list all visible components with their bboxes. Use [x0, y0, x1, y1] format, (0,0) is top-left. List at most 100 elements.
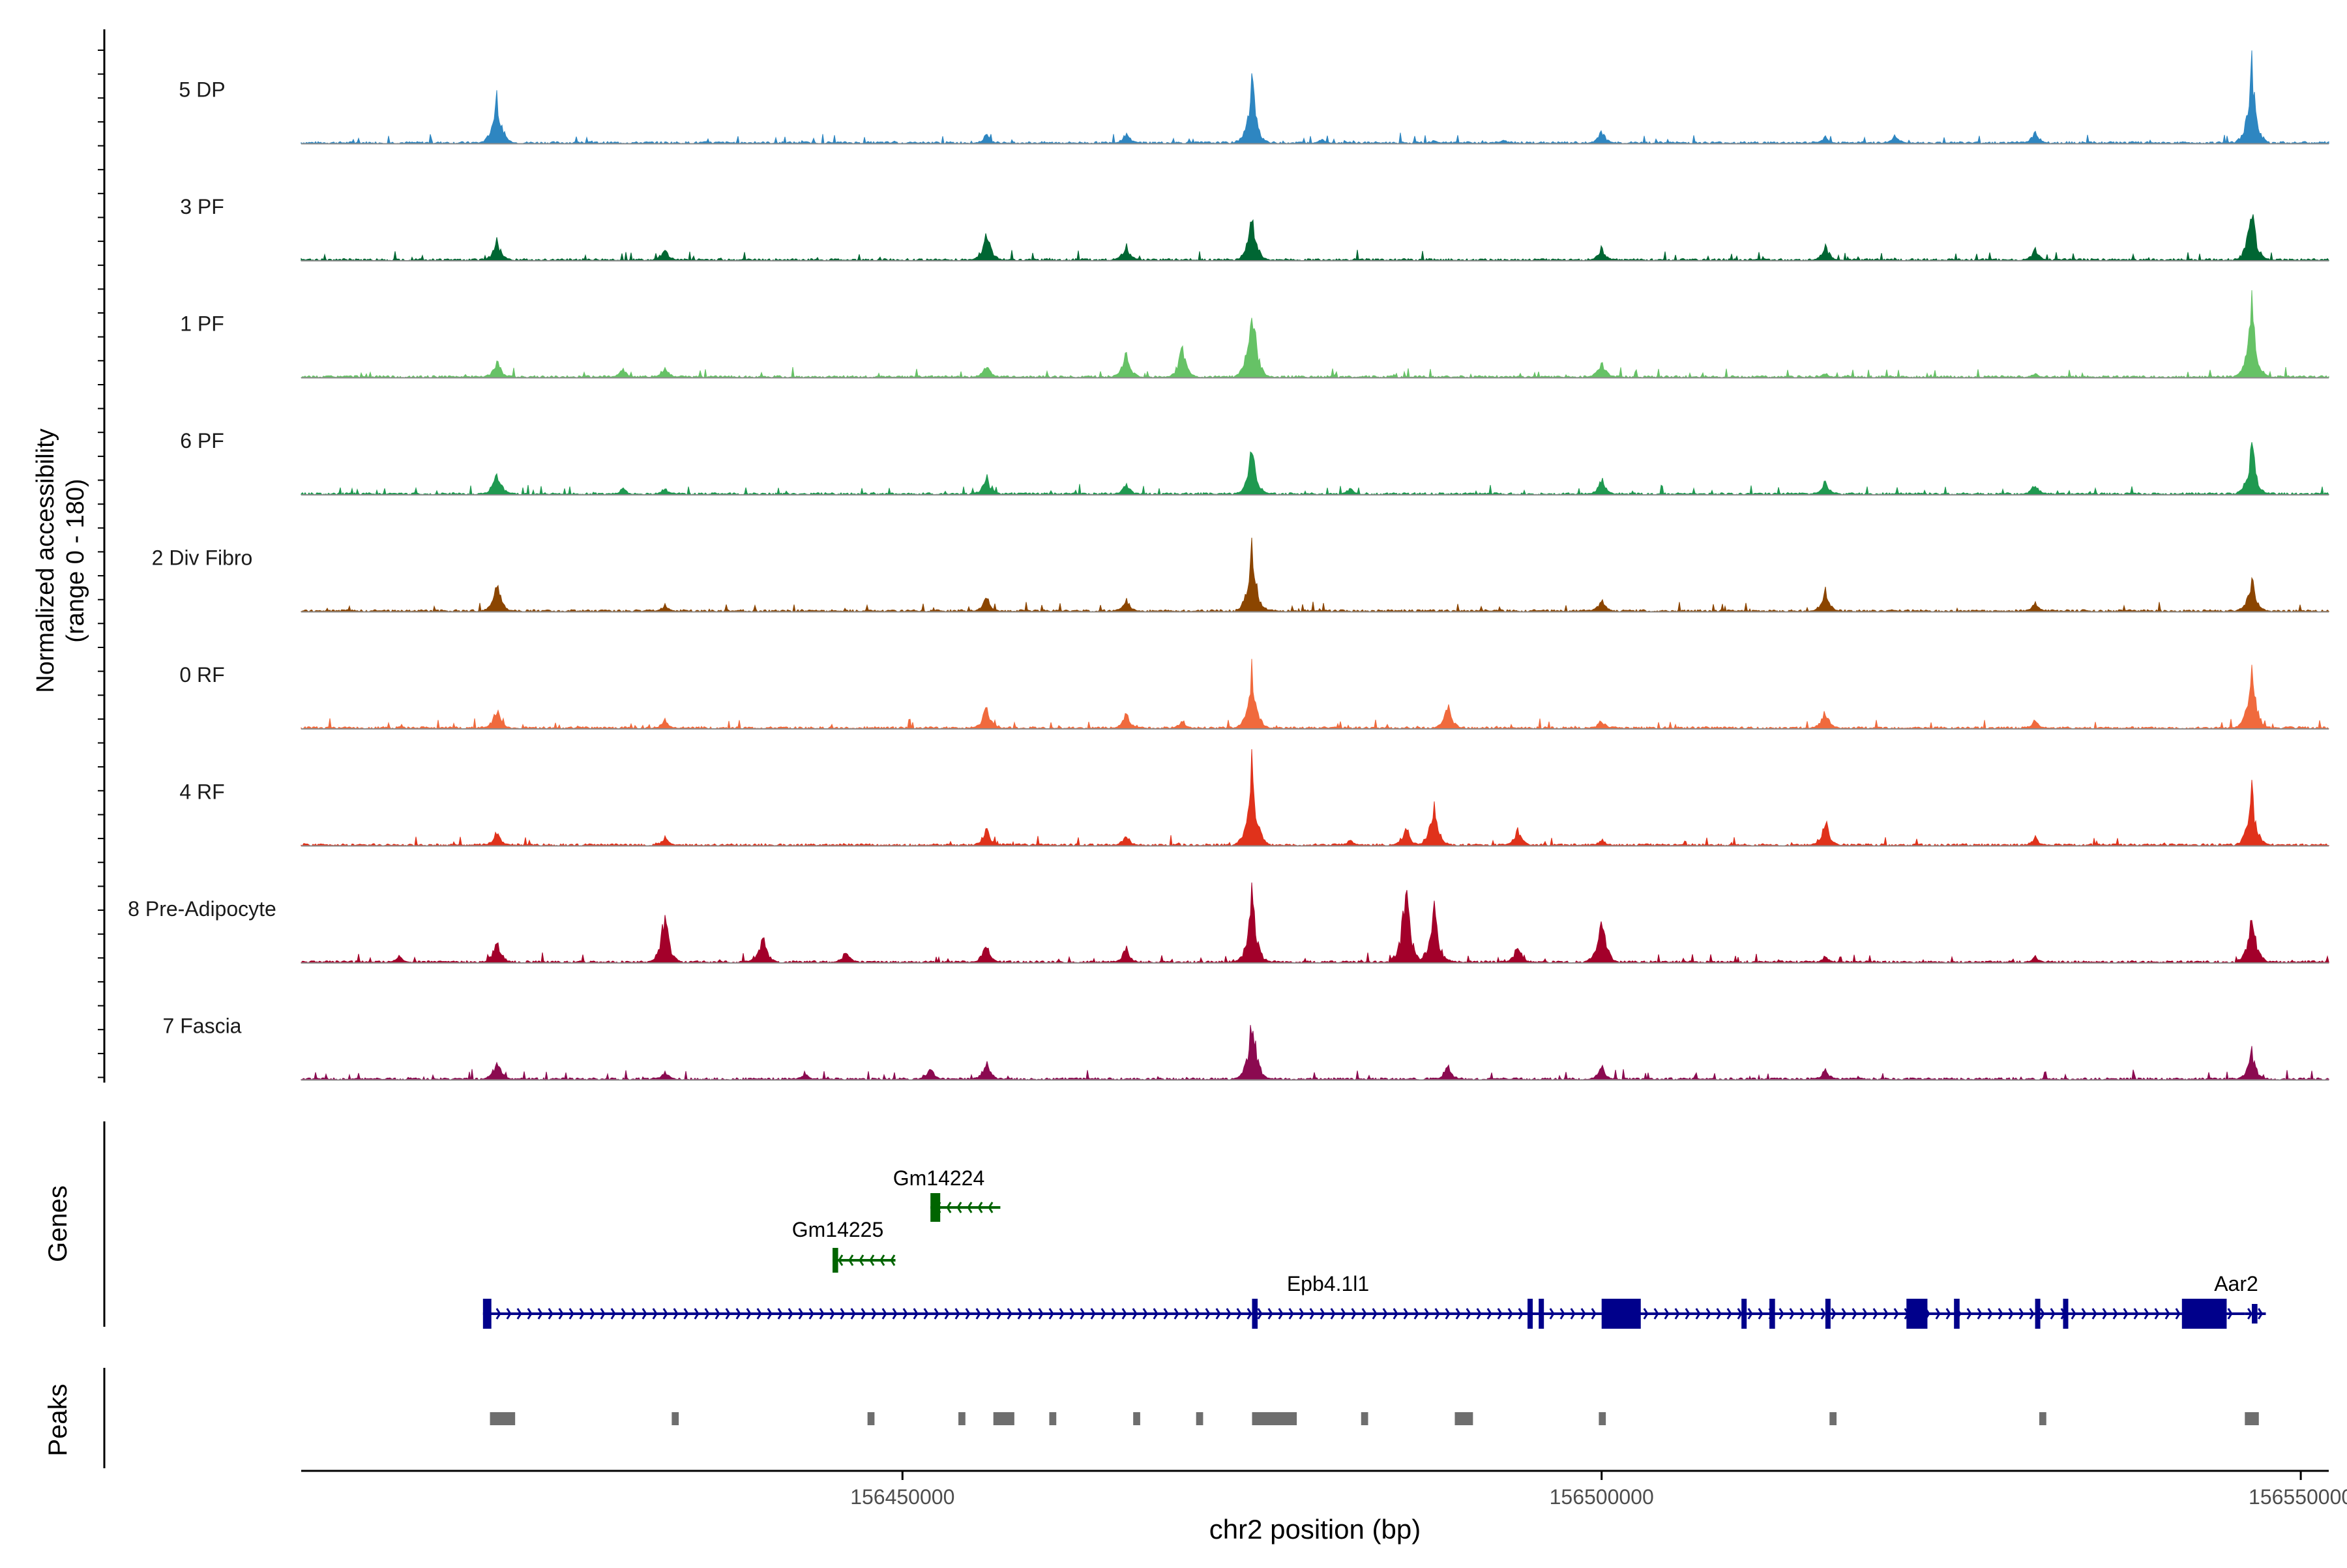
strand-chevron [725, 1308, 731, 1320]
strand-chevron [1779, 1308, 1784, 1320]
strand-chevron [956, 1202, 962, 1213]
strand-chevron [1226, 1308, 1232, 1320]
strand-chevron [2112, 1308, 2118, 1320]
strand-chevron [1330, 1308, 1336, 1320]
peak-region [672, 1412, 679, 1425]
x-axis: 156450000 156500000 156550000 [301, 1470, 2347, 1509]
strand-chevron [1977, 1308, 1983, 1320]
strand-chevron [1674, 1308, 1680, 1320]
strand-chevron [848, 1254, 854, 1266]
strand-chevron [2144, 1308, 2149, 1320]
strand-chevron [1455, 1308, 1461, 1320]
strand-chevron [1434, 1308, 1440, 1320]
strand-chevron [652, 1308, 658, 1320]
track-0-rf: 0 RF [179, 658, 2329, 730]
strand-chevron [1591, 1308, 1597, 1320]
exon-epb4-1l1 [1741, 1299, 1747, 1329]
strand-chevron [840, 1308, 846, 1320]
strand-chevron [1121, 1308, 1127, 1320]
strand-chevron [2258, 1308, 2264, 1320]
coverage-area-0-rf [301, 658, 2329, 730]
strand-chevron [568, 1308, 574, 1320]
strand-chevron [537, 1308, 543, 1320]
strand-chevron [1163, 1308, 1169, 1320]
strand-chevron [1424, 1308, 1430, 1320]
coverage-area-3-pf [301, 214, 2329, 262]
track-label-3-pf: 3 PF [180, 195, 224, 218]
strand-chevron [516, 1308, 522, 1320]
strand-chevron [2227, 1308, 2233, 1320]
strand-chevron [1048, 1308, 1054, 1320]
strand-chevron [2018, 1308, 2024, 1320]
strand-chevron [1998, 1308, 2003, 1320]
strand-chevron [2071, 1308, 2076, 1320]
strand-chevron [808, 1308, 814, 1320]
strand-chevron [1570, 1308, 1576, 1320]
coverage-area-5-dp [301, 50, 2329, 145]
strand-chevron [1309, 1308, 1315, 1320]
strand-chevron [2050, 1308, 2056, 1320]
gene-aar2: Aar2 [2214, 1272, 2266, 1324]
strand-chevron [589, 1308, 595, 1320]
strand-chevron [2247, 1308, 2253, 1320]
strand-chevron [2175, 1308, 2181, 1320]
strand-chevron [1247, 1308, 1252, 1320]
strand-chevron [2154, 1308, 2160, 1320]
strand-chevron [1695, 1308, 1701, 1320]
strand-chevron [902, 1308, 908, 1320]
track-label-8-pre-adipocyte: 8 Pre-Adipocyte [128, 897, 276, 921]
exon-epb4-1l1 [1528, 1299, 1533, 1329]
peak-region [958, 1412, 966, 1425]
gene-gm14224: Gm14224 [893, 1166, 1001, 1222]
strand-chevron [1299, 1308, 1305, 1320]
strand-chevron [923, 1308, 929, 1320]
strand-chevron [1466, 1308, 1471, 1320]
strand-chevron [1194, 1308, 1200, 1320]
strand-chevron [975, 1308, 981, 1320]
strand-chevron [2091, 1308, 2097, 1320]
peak-region [1829, 1412, 1837, 1425]
strand-chevron [694, 1308, 700, 1320]
strand-chevron [1852, 1308, 1857, 1320]
strand-chevron [1320, 1308, 1325, 1320]
coverage-area-7-fascia [301, 1025, 2329, 1081]
strand-chevron [1841, 1308, 1847, 1320]
strand-chevron [1966, 1308, 1972, 1320]
strand-chevron [2164, 1308, 2170, 1320]
strand-chevron [1705, 1308, 1711, 1320]
strand-chevron [1820, 1308, 1826, 1320]
strand-chevron [892, 1308, 898, 1320]
track-label-0-rf: 0 RF [179, 663, 224, 687]
track-1-pf: 1 PF [180, 290, 2329, 379]
exon-epb4-1l1 [482, 1299, 492, 1329]
peak-region [2245, 1412, 2259, 1425]
strand-chevron [871, 1308, 877, 1320]
strand-chevron [1987, 1308, 1993, 1320]
peak-region [1133, 1412, 1140, 1425]
strand-chevron [1111, 1308, 1117, 1320]
coverage-area-6-pf [301, 442, 2329, 496]
genes-panel-label: Genes [44, 1185, 72, 1262]
exon-epb4-1l1 [2063, 1299, 2069, 1329]
strand-chevron [1038, 1308, 1044, 1320]
track-4-rf: 4 RF [179, 749, 2329, 847]
coverage-area-8-pre-adipocyte [301, 882, 2329, 964]
peaks-panel [490, 1412, 2259, 1425]
strand-chevron [1382, 1308, 1388, 1320]
strand-chevron [1685, 1308, 1690, 1320]
strand-chevron [1862, 1308, 1868, 1320]
strand-chevron [1831, 1308, 1837, 1320]
track-7-fascia: 7 Fascia [163, 1014, 2329, 1081]
x-axis-tick-label: 156550000 [2249, 1485, 2347, 1509]
y-axis-title-line1: Normalized accessibility [32, 428, 59, 692]
strand-chevron [1747, 1308, 1753, 1320]
track-label-4-rf: 4 RF [179, 780, 224, 804]
strand-chevron [631, 1308, 637, 1320]
strand-chevron [1476, 1308, 1482, 1320]
strand-chevron [579, 1308, 585, 1320]
strand-chevron [662, 1308, 668, 1320]
strand-chevron [881, 1308, 887, 1320]
strand-chevron [1403, 1308, 1409, 1320]
